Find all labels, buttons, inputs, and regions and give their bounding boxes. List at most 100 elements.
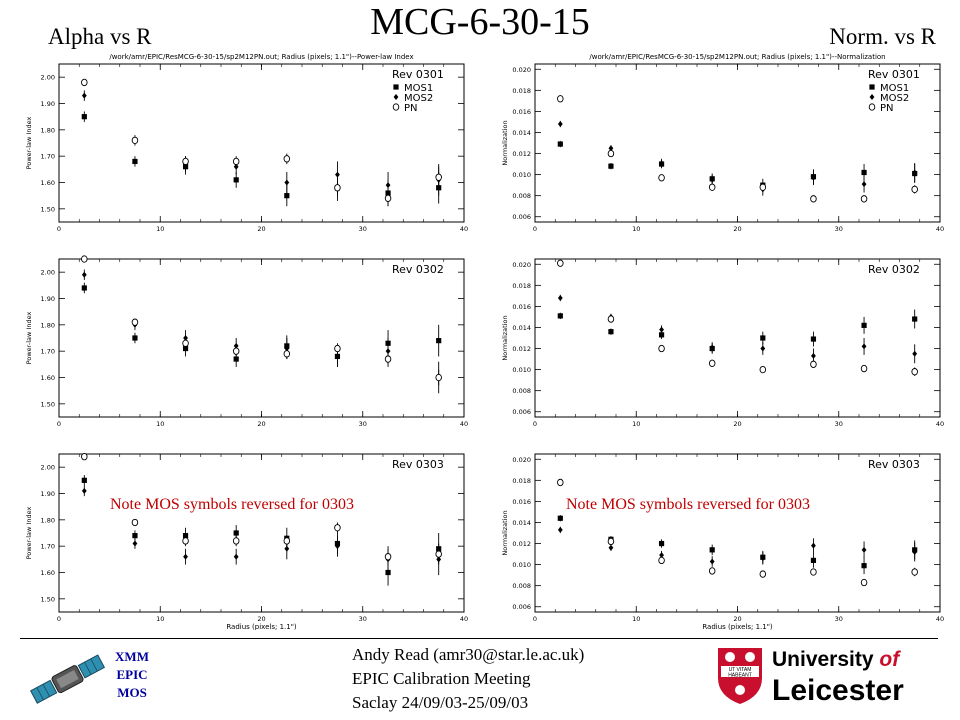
- data-point-mos2: [284, 545, 290, 552]
- y-tick-label: 0.018: [512, 477, 531, 485]
- y-tick-label: 0.006: [512, 603, 531, 611]
- data-point-pn: [131, 318, 139, 326]
- data-point-pn: [759, 365, 767, 374]
- right-column-heading: Norm. vs R: [829, 24, 936, 49]
- data-point-pn: [384, 355, 392, 363]
- y-tick-label: 1.70: [41, 348, 55, 356]
- plot-alpha-rev0301: /work/amr/EPIC/ResMCG-6-30-15/sp2M12PN.o…: [4, 50, 479, 240]
- data-point-mos2: [709, 344, 715, 351]
- plot-frame: [58, 258, 465, 418]
- xmm-epic-mos-label: XMM EPIC MOS: [106, 648, 158, 702]
- data-point-mos2: [760, 345, 766, 352]
- plot-frame: [534, 453, 941, 613]
- series-pn: [81, 78, 442, 207]
- series-mos1: [81, 111, 442, 207]
- legend-label-mos1: MOS1: [404, 83, 433, 94]
- y-tick-label: 0.014: [512, 129, 531, 137]
- y-tick-label: 0.020: [512, 66, 531, 74]
- data-point-pn: [860, 195, 868, 203]
- data-point-pn: [334, 524, 341, 532]
- data-point-pn: [182, 157, 189, 166]
- data-point-pn: [708, 183, 716, 191]
- x-tick-label: 0: [57, 615, 61, 623]
- data-point-pn: [759, 570, 767, 578]
- data-point-mos1: [658, 540, 665, 547]
- y-tick-label: 1.90: [41, 100, 55, 108]
- data-point-mos2: [81, 487, 87, 494]
- plot-header: /work/amr/EPIC/ResMCG-6-30-15/sp2M12PN.o…: [589, 53, 885, 61]
- plot-header: /work/amr/EPIC/ResMCG-6-30-15/sp2M12PN.o…: [109, 53, 413, 61]
- x-tick-label: 20: [733, 420, 741, 428]
- x-tick-label: 40: [936, 225, 944, 233]
- data-point-mos1: [233, 356, 239, 362]
- data-point-mos1: [709, 547, 715, 553]
- data-point-mos1: [81, 114, 87, 120]
- data-point-pn: [131, 136, 139, 145]
- y-tick-label: 0.008: [512, 582, 531, 590]
- y-axis-label: Power-law Index: [25, 117, 33, 170]
- data-point-pn: [557, 478, 564, 487]
- data-point-pn: [810, 568, 817, 576]
- y-axis-label: Normalization: [501, 120, 509, 165]
- x-tick-label: 10: [632, 420, 640, 428]
- x-tick-label: 30: [359, 420, 367, 428]
- data-point-mos1: [861, 169, 867, 176]
- data-point-mos1: [182, 533, 189, 539]
- data-point-pn: [182, 537, 189, 545]
- data-point-mos2: [861, 546, 867, 553]
- university-of-leicester-logo: UT VITAM HABEANT University of Leicester: [716, 644, 936, 707]
- y-tick-label: 1.60: [41, 179, 55, 187]
- left-column-heading: Alpha vs R: [48, 24, 152, 49]
- plot-svg-norm-0301: /work/amr/EPIC/ResMCG-6-30-15/sp2M12PN.o…: [501, 53, 944, 233]
- y-tick-label: 1.70: [41, 543, 55, 551]
- data-point-mos1: [557, 313, 563, 319]
- plot-alpha-rev0302: 0 10 20 30 40 1.50 1.60 1.70 1.80 1.90 2.00 Power-l…: [4, 245, 479, 435]
- data-point-mos1: [233, 530, 239, 536]
- series-pn: [557, 259, 918, 376]
- data-point-mos2: [912, 350, 918, 357]
- x-tick-label: 0: [533, 420, 537, 428]
- data-point-mos1: [760, 335, 766, 341]
- data-point-pn: [810, 195, 817, 203]
- x-tick-label: 0: [57, 225, 61, 233]
- data-point-pn: [708, 567, 716, 575]
- plot-norm-rev0302: 0 10 20 30 40 0.006 0.008 0.010 0.012 0.014 0.016 0…: [480, 245, 955, 435]
- series-mos2: [557, 526, 918, 567]
- legend-label-pn: PN: [404, 103, 418, 114]
- x-tick-label: 0: [533, 225, 537, 233]
- x-tick-label: 40: [460, 225, 468, 233]
- plot-svg-norm-0303: 0 10 20 30 40 0.006 0.008 0.010 0.012 0.014 0.016 0…: [501, 453, 944, 630]
- data-point-mos1: [810, 336, 817, 342]
- of-word: of: [879, 648, 901, 671]
- x-tick-label: 40: [460, 615, 468, 623]
- data-point-pn: [283, 155, 291, 163]
- y-tick-label: 0.008: [512, 387, 531, 395]
- data-point-mos1: [658, 332, 665, 338]
- data-point-pn: [607, 149, 615, 158]
- data-point-mos1: [436, 338, 442, 344]
- data-point-mos2: [608, 544, 614, 551]
- x-axis-label: Radius (pixels; 1.1"): [226, 623, 297, 630]
- legend-marker-mos1: [869, 84, 875, 90]
- mos-label: MOS: [117, 685, 147, 700]
- data-point-mos2: [233, 553, 239, 560]
- data-point-mos2: [709, 176, 715, 183]
- x-tick-label: 10: [156, 615, 164, 623]
- data-point-mos2: [760, 555, 766, 562]
- data-point-mos2: [912, 548, 918, 555]
- series-mos1: [81, 475, 442, 586]
- x-tick-label: 0: [57, 420, 61, 428]
- y-tick-label: 0.018: [512, 87, 531, 95]
- data-point-mos2: [81, 92, 87, 99]
- y-tick-label: 2.00: [41, 269, 55, 277]
- data-point-mos2: [659, 160, 664, 167]
- y-axis-label: Power-law Index: [25, 312, 33, 365]
- data-point-pn: [435, 373, 442, 382]
- legend-marker-mos2: [393, 94, 399, 100]
- data-point-mos1: [81, 477, 87, 483]
- x-axis-label: Radius (pixels; 1.1"): [702, 623, 773, 630]
- footer-credits: Andy Read (amr30@star.le.ac.uk) EPIC Cal…: [352, 643, 584, 715]
- y-tick-label: 0.012: [512, 345, 531, 353]
- y-tick-label: 0.014: [512, 324, 531, 332]
- y-tick-label: 2.00: [41, 74, 55, 82]
